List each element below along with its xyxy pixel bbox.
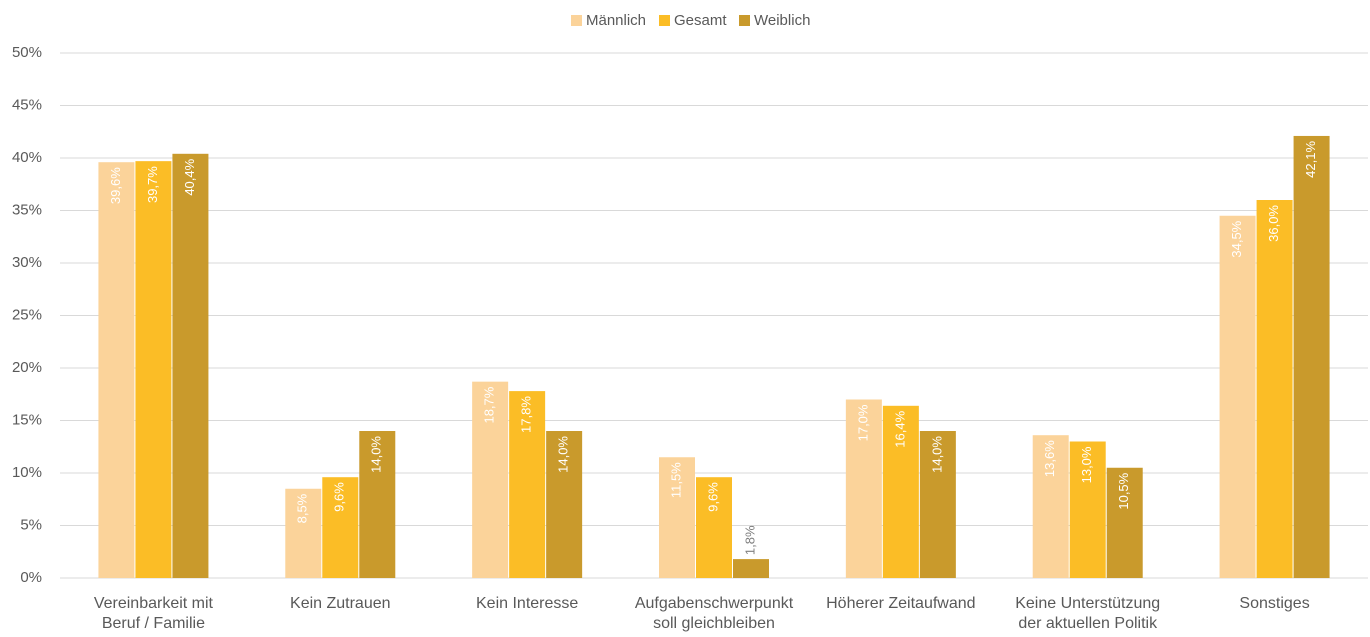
x-tick-label: Kein Interesse: [476, 595, 579, 612]
bar: [882, 405, 919, 578]
bar: [472, 381, 509, 578]
data-label: 16,4%: [892, 410, 907, 447]
bar: [322, 477, 359, 578]
legend-label: Weiblich: [754, 12, 810, 29]
bar: [1032, 435, 1069, 578]
bar: [659, 457, 695, 578]
x-tick-label: Vereinbarkeit mit Beruf / Familie: [93, 595, 213, 632]
bar: [696, 477, 732, 578]
data-label: 17,0%: [855, 404, 870, 441]
y-tick-label: 10%: [12, 464, 42, 481]
data-label: 17,8%: [519, 396, 534, 433]
y-tick-label: 5%: [20, 516, 42, 533]
bar: [172, 153, 209, 579]
bar: [1256, 200, 1293, 578]
legend-swatch: [571, 15, 582, 26]
x-tick-label: Kein Zutrauen: [290, 595, 391, 612]
bar: [733, 559, 769, 578]
data-label: 42,1%: [1303, 141, 1318, 178]
data-label: 9,6%: [332, 482, 347, 512]
y-tick-label: 45%: [12, 96, 42, 113]
x-tick-label: Sonstiges: [1239, 595, 1310, 612]
x-tick-label: Höherer Zeitaufwand: [826, 595, 976, 612]
x-tick-label: Keine Unterstützung der aktuellen Politi…: [1015, 595, 1161, 632]
data-label: 40,4%: [182, 158, 197, 195]
bar: [359, 431, 396, 578]
bar: [546, 431, 583, 578]
data-label: 39,6%: [108, 167, 123, 204]
data-label: 1,8%: [742, 525, 757, 555]
y-tick-label: 25%: [12, 306, 42, 323]
y-tick-label: 30%: [12, 254, 42, 271]
legend-label: Gesamt: [674, 12, 727, 29]
bar: [135, 161, 172, 578]
bar: [919, 431, 956, 578]
bar: [1219, 215, 1256, 578]
data-label: 34,5%: [1229, 220, 1244, 257]
y-tick-label: 15%: [12, 411, 42, 428]
bar: [1106, 467, 1143, 578]
data-label: 14,0%: [929, 436, 944, 473]
bar: [845, 399, 882, 578]
y-tick-label: 35%: [12, 201, 42, 218]
data-label: 18,7%: [482, 386, 497, 423]
bar: [98, 162, 135, 578]
y-tick-label: 0%: [20, 569, 42, 586]
data-label: 10,5%: [1116, 472, 1131, 509]
data-label: 9,6%: [705, 482, 720, 512]
y-tick-label: 40%: [12, 149, 42, 166]
data-label: 14,0%: [369, 436, 384, 473]
bar: [1293, 135, 1330, 578]
data-label: 39,7%: [145, 166, 160, 203]
bar: [509, 391, 546, 578]
data-label: 8,5%: [295, 493, 310, 523]
bar: [285, 488, 322, 578]
legend-swatch: [739, 15, 750, 26]
y-tick-label: 20%: [12, 359, 42, 376]
legend-label: Männlich: [586, 12, 646, 29]
y-tick-label: 50%: [12, 44, 42, 61]
bar: [1069, 441, 1106, 578]
data-label: 13,0%: [1079, 446, 1094, 483]
data-label: 36,0%: [1266, 205, 1281, 242]
legend-swatch: [659, 15, 670, 26]
x-tick-label: Aufgabenschwerpunkt soll gleichbleiben: [634, 595, 794, 632]
data-label: 11,5%: [668, 462, 683, 498]
data-label: 14,0%: [556, 436, 571, 473]
data-label: 13,6%: [1042, 440, 1057, 477]
